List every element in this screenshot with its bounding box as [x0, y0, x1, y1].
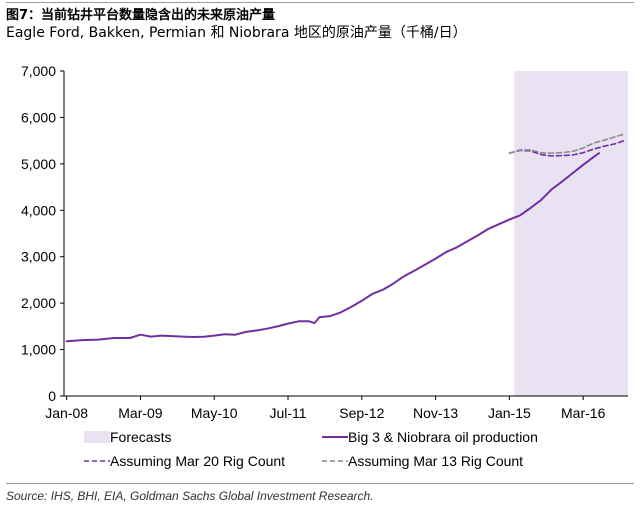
- legend-label-3: Assuming Mar 13 Rig Count: [348, 453, 523, 469]
- y-tick-label: 5,000: [21, 156, 56, 172]
- series-line-production: [65, 152, 600, 343]
- legend-label-1: Big 3 & Niobrara oil production: [348, 429, 538, 445]
- legend-forecast-label: Forecasts: [110, 429, 171, 445]
- x-tick-label: Jan-08: [45, 405, 88, 421]
- x-tick-label: Mar-16: [561, 405, 606, 421]
- figure-title: 图7：当前钻井平台数量隐含出的未来原油产量: [6, 8, 276, 23]
- y-tick-label: 1,000: [21, 342, 56, 358]
- y-tick-label: 4,000: [21, 202, 56, 218]
- legend-label-2: Assuming Mar 20 Rig Count: [110, 453, 285, 469]
- x-tick-label: Sep-12: [339, 405, 384, 421]
- source-note: Source: IHS, BHI, EIA, Goldman Sachs Glo…: [6, 489, 374, 503]
- y-tick-label: 7,000: [21, 63, 56, 79]
- title-rule: [6, 2, 634, 3]
- x-tick-label: Jan-15: [488, 405, 531, 421]
- chart-canvas: 0 1,000 2,000 3,000 4,000 5,000 6,000 7,000 Jan-…: [21, 63, 628, 469]
- y-tick-label: 0: [48, 388, 56, 404]
- x-tick-label: Nov-13: [413, 405, 458, 421]
- x-tick-label: Jul-11: [269, 405, 306, 421]
- figure-subtitle: Eagle Ford, Bakken, Permian 和 Niobrara 地…: [6, 25, 467, 41]
- x-tick-label: Mar-09: [118, 405, 163, 421]
- series-line-mar13: [508, 132, 627, 154]
- y-tick-label: 3,000: [21, 249, 56, 265]
- series-line-mar20: [508, 139, 627, 157]
- legend-forecast-swatch: [84, 431, 110, 443]
- y-tick-label: 6,000: [21, 109, 56, 125]
- forecast-region: [514, 71, 628, 396]
- source-rule: [6, 483, 634, 484]
- y-tick-label: 2,000: [21, 295, 56, 311]
- x-tick-label: May-10: [191, 405, 238, 421]
